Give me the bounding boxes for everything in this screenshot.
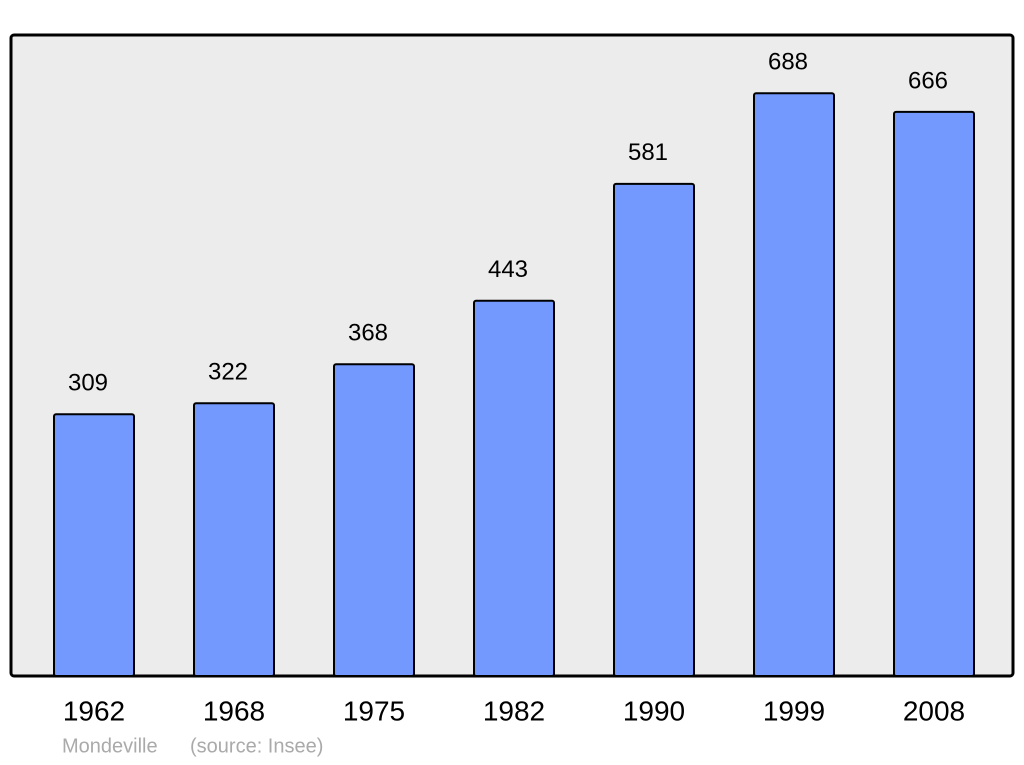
x-tick-label: 1962 bbox=[63, 695, 125, 726]
chart-title: Mondeville bbox=[62, 735, 158, 757]
bar bbox=[473, 299, 555, 677]
x-tick-label: 1982 bbox=[483, 695, 545, 726]
x-tick-label: 1990 bbox=[623, 695, 685, 726]
bar bbox=[53, 413, 135, 677]
value-label: 368 bbox=[348, 320, 388, 347]
value-label: 688 bbox=[768, 49, 808, 76]
value-label: 322 bbox=[208, 359, 248, 386]
x-tick-label: 2008 bbox=[903, 695, 965, 726]
bar bbox=[193, 402, 275, 677]
x-tick-label: 1975 bbox=[343, 695, 405, 726]
bar bbox=[333, 363, 415, 677]
value-label: 443 bbox=[488, 256, 528, 283]
value-label: 666 bbox=[908, 67, 948, 94]
bar bbox=[753, 92, 835, 678]
bar bbox=[613, 182, 695, 678]
value-label: 581 bbox=[628, 139, 668, 166]
x-tick-label: 1999 bbox=[763, 695, 825, 726]
value-label: 309 bbox=[68, 370, 108, 397]
source-note: (source: Insee) bbox=[190, 735, 323, 757]
x-tick-label: 1968 bbox=[203, 695, 265, 726]
bar bbox=[893, 110, 975, 678]
